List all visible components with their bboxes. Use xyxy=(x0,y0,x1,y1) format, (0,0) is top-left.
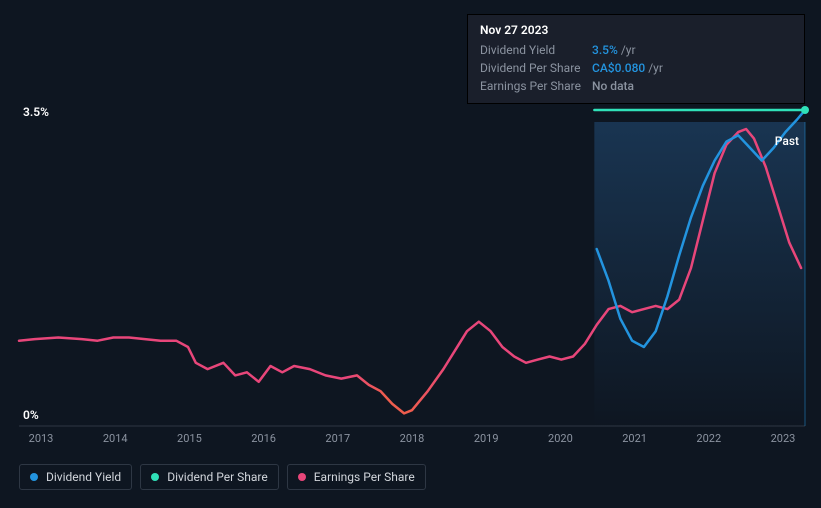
legend-marker-icon xyxy=(298,473,306,481)
tooltip-row-unit: /yr xyxy=(648,59,663,77)
x-axis-tick: 2023 xyxy=(771,432,796,445)
tooltip-row-unit: /yr xyxy=(621,41,636,59)
x-axis-tick: 2019 xyxy=(474,432,499,445)
tooltip-row-label: Dividend Yield xyxy=(480,41,592,59)
tooltip-row-value: CA$0.080 xyxy=(592,59,645,77)
tooltip-date: Nov 27 2023 xyxy=(480,23,792,37)
legend-item-label: Earnings Per Share xyxy=(314,470,415,484)
legend-item-label: Dividend Yield xyxy=(46,470,121,484)
tooltip-row-label: Earnings Per Share xyxy=(480,77,592,95)
legend-marker-icon xyxy=(30,473,38,481)
tooltip-row-value: No data xyxy=(592,77,634,95)
y-axis-tick: 0% xyxy=(23,408,39,422)
legend-item-dividend-yield[interactable]: Dividend Yield xyxy=(19,464,132,490)
tooltip-row: Earnings Per ShareNo data xyxy=(480,77,792,95)
dividend-per-share-marker xyxy=(801,106,809,114)
chart-legend: Dividend Yield Dividend Per Share Earnings… xyxy=(19,464,426,490)
x-axis-tick: 2017 xyxy=(325,432,350,445)
x-axis-tick: 2014 xyxy=(103,432,128,445)
tooltip-row: Dividend Yield3.5% /yr xyxy=(480,41,792,59)
x-axis-tick: 2016 xyxy=(251,432,276,445)
legend-item-earnings-per-share[interactable]: Earnings Per Share xyxy=(287,464,426,490)
x-axis-tick: 2018 xyxy=(400,432,425,445)
highlight-region xyxy=(594,122,805,426)
x-axis-tick: 2013 xyxy=(29,432,54,445)
legend-item-dividend-per-share[interactable]: Dividend Per Share xyxy=(140,464,279,490)
y-axis-tick: 3.5% xyxy=(23,105,49,119)
chart-container: Nov 27 2023 Dividend Yield3.5% /yrDivide… xyxy=(0,0,821,508)
past-label: Past xyxy=(775,134,799,148)
x-axis-tick: 2015 xyxy=(177,432,202,445)
x-axis-tick: 2021 xyxy=(622,432,647,445)
x-axis-tick: 2022 xyxy=(696,432,721,445)
chart-tooltip: Nov 27 2023 Dividend Yield3.5% /yrDivide… xyxy=(467,14,805,104)
tooltip-row-label: Dividend Per Share xyxy=(480,59,592,77)
legend-item-label: Dividend Per Share xyxy=(167,470,268,484)
tooltip-row-value: 3.5% xyxy=(592,41,618,59)
legend-marker-icon xyxy=(151,473,159,481)
x-axis-tick: 2020 xyxy=(548,432,573,445)
tooltip-row: Dividend Per ShareCA$0.080 /yr xyxy=(480,59,792,77)
